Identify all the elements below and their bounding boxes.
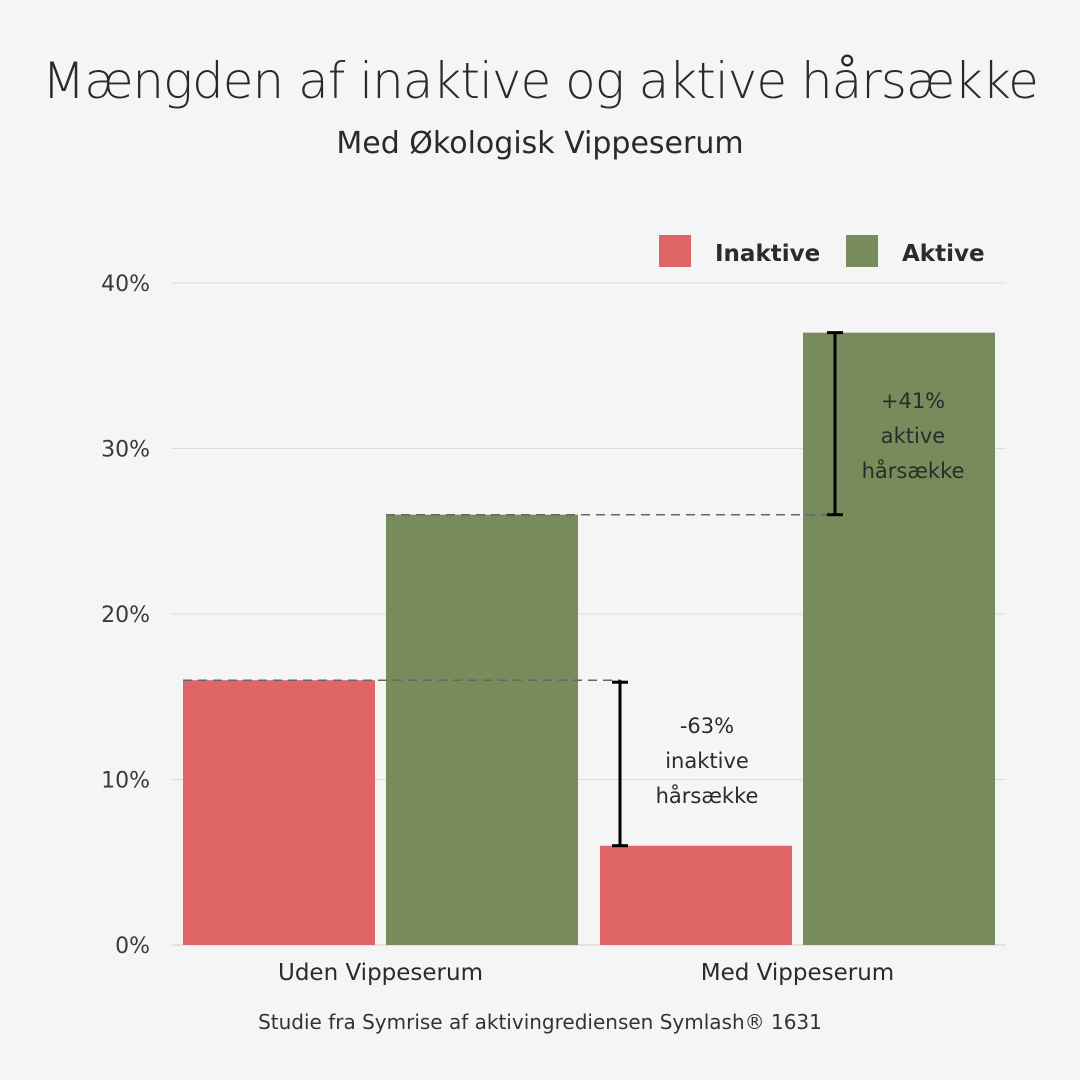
chart-footnote: Studie fra Symrise af aktivingrediensen … [258,1010,822,1034]
bar-inaktive-2 [600,845,792,945]
change-annotation-line: hårsække [656,783,759,808]
chart-title: Mængden af inaktive og aktive hårsække [42,52,1039,110]
y-tick-label: 10% [101,769,150,794]
y-tick-label: 40% [101,272,150,297]
change-annotation-line: -63% [680,714,734,738]
change-annotation-line: +41% [881,389,945,413]
bar-inaktive-1 [183,680,375,945]
x-category-label: Uden Vippeserum [278,960,483,986]
legend-label-inaktive: Inaktive [715,241,820,267]
y-tick-label: 30% [101,438,150,463]
y-tick-label: 20% [101,603,150,628]
legend-label-aktive: Aktive [902,241,985,267]
x-category-label: Med Vippeserum [701,960,894,986]
chart-subtitle: Med Økologisk Vippeserum [336,126,744,161]
change-annotation-line: hårsække [862,458,965,483]
change-annotation-line: inaktive [665,749,749,773]
change-annotation-line: aktive [881,424,945,448]
legend-swatch-aktive [846,235,878,267]
bar-aktive-1 [386,514,578,945]
y-tick-label: 0% [115,934,150,959]
legend-swatch-inaktive [659,235,691,267]
